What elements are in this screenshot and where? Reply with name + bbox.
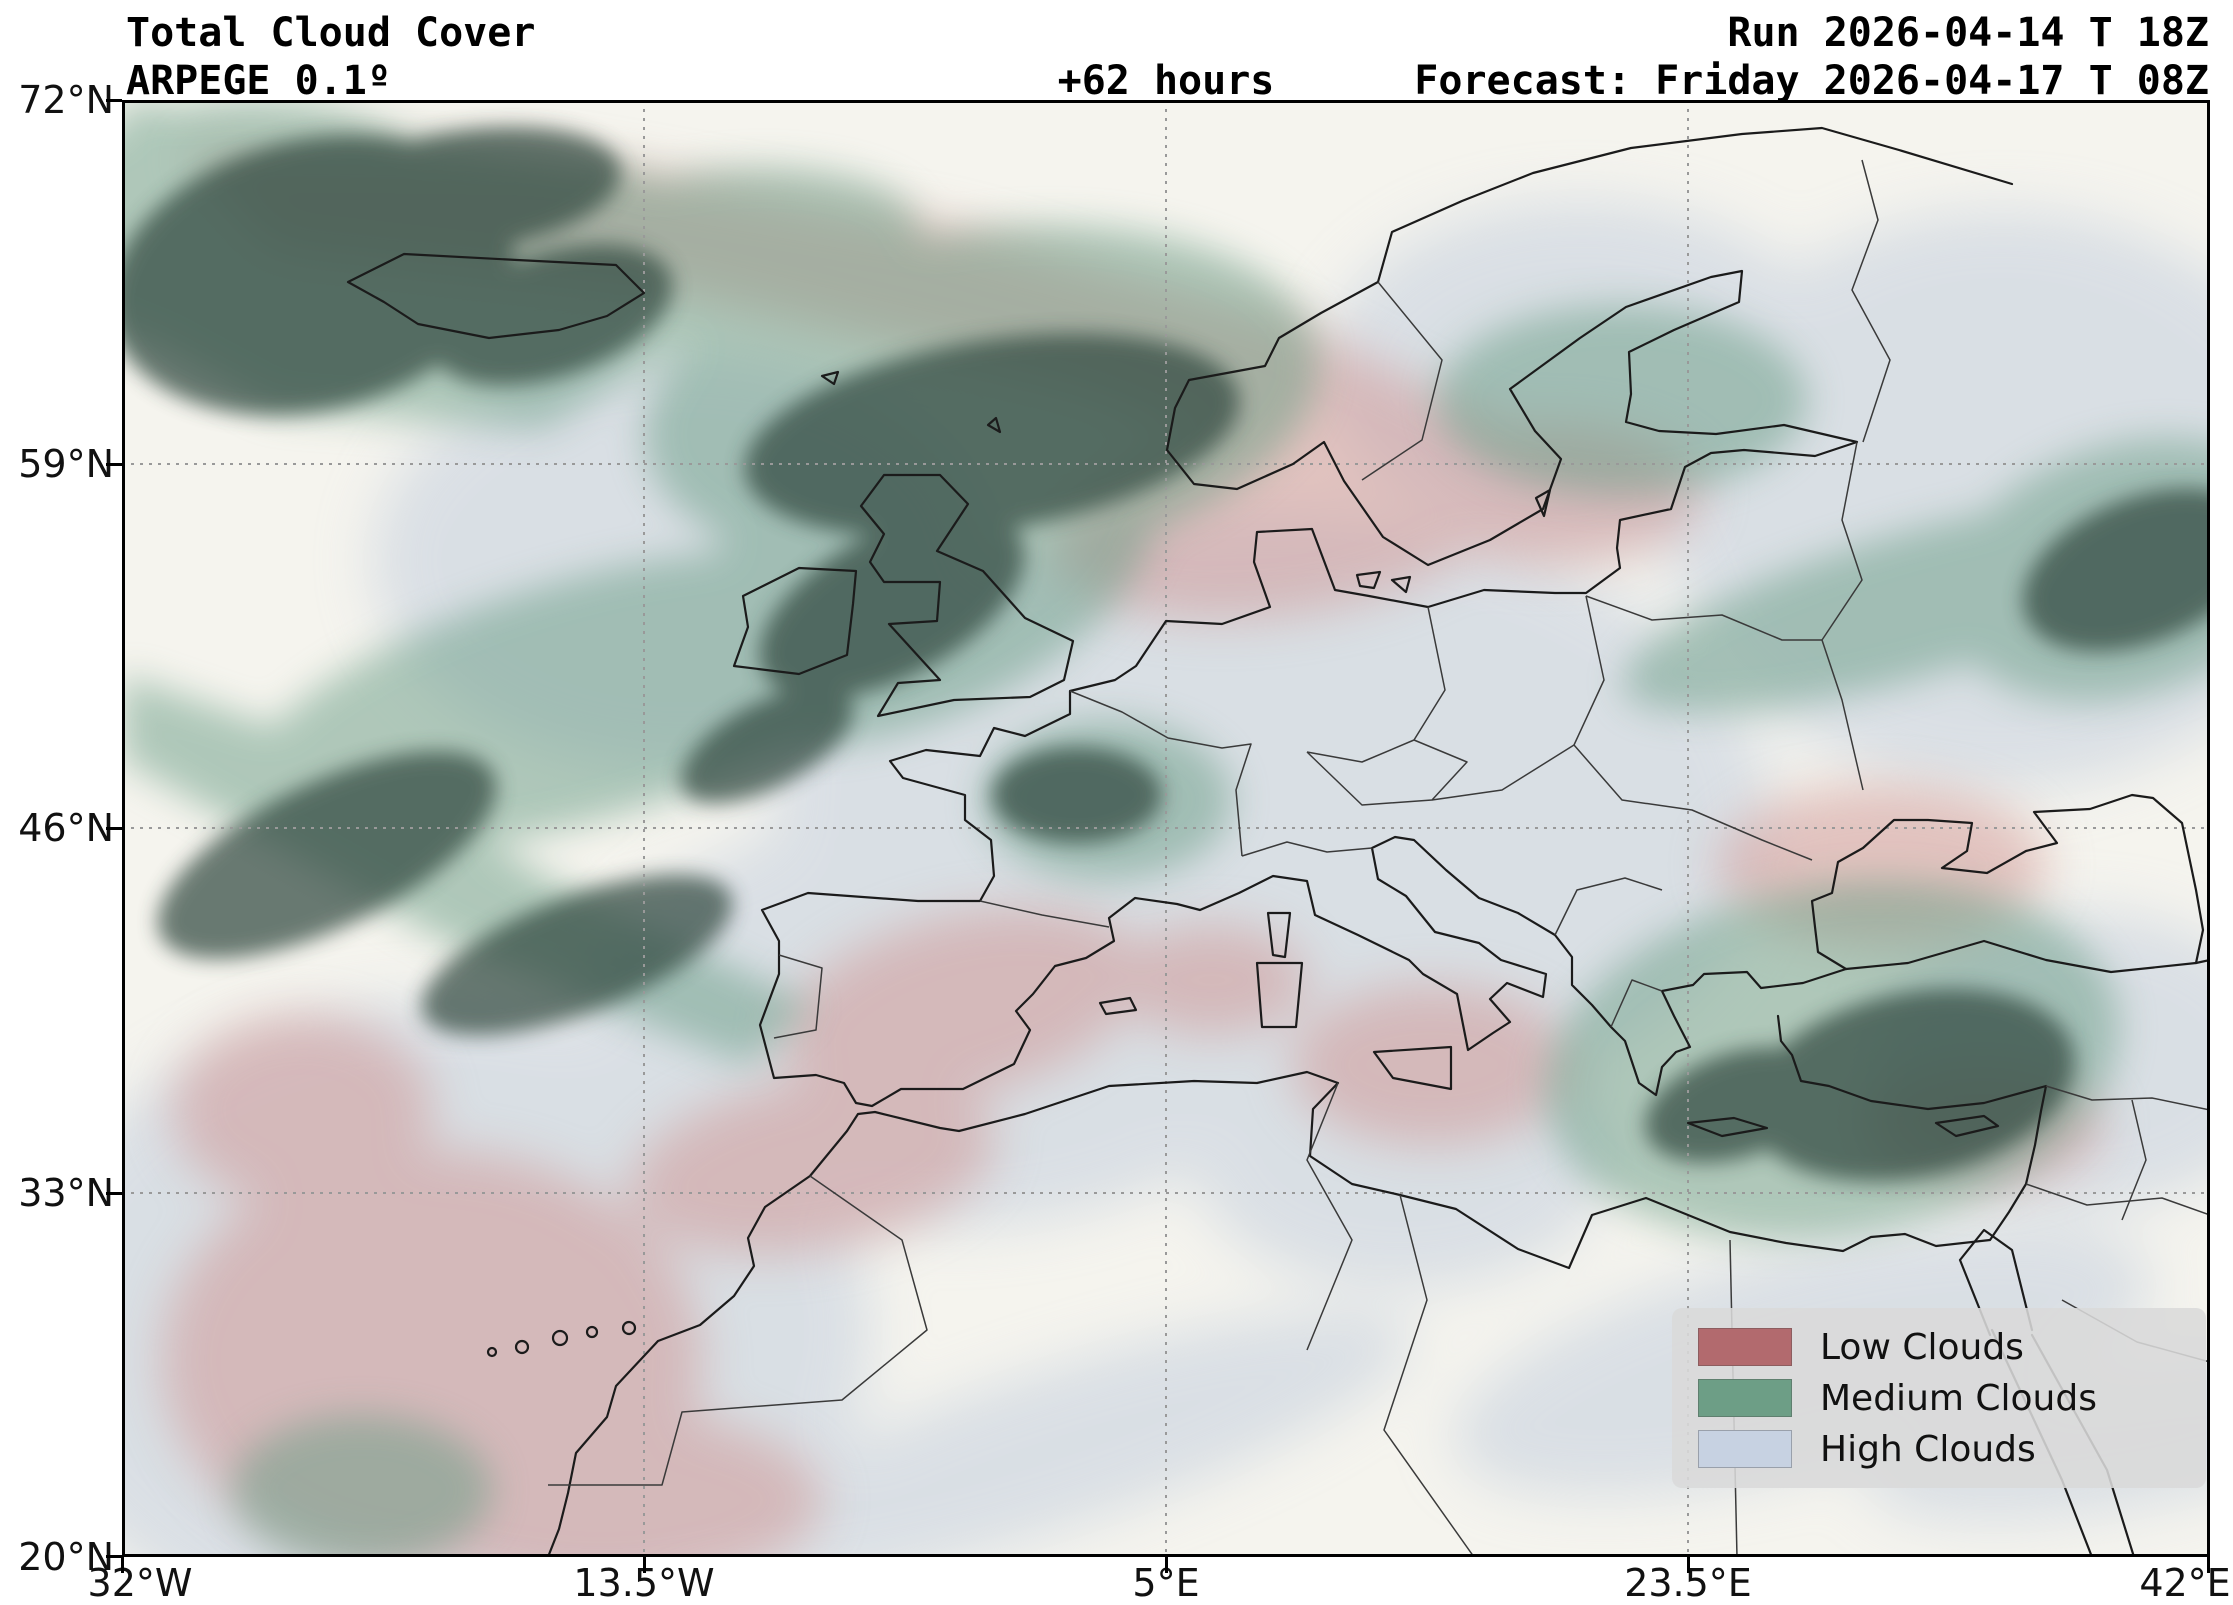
model-label: ARPEGE 0.1º — [126, 58, 391, 104]
country-borders — [548, 159, 2210, 1557]
islands-denmark — [1355, 570, 1412, 594]
axis-tick — [1687, 1557, 1690, 1573]
lead-time-label: +62 hours — [1057, 58, 1275, 104]
island-sicily — [1372, 1045, 1453, 1091]
axis-tick — [643, 1557, 646, 1573]
island-mallorca — [1098, 996, 1138, 1016]
island-shetland — [986, 416, 1002, 434]
island-ireland — [732, 566, 858, 676]
island-great-britain — [859, 473, 1075, 718]
islands-canary — [486, 1320, 637, 1358]
dense-medium-clouds-layer — [122, 127, 2210, 1182]
legend: Low Clouds Medium Clouds High Clouds — [1672, 1308, 2206, 1488]
lat-tick-label: 33°N — [18, 1171, 114, 1215]
island-sardinia — [1255, 961, 1304, 1029]
axis-tick — [106, 99, 122, 102]
island-cyprus — [1934, 1114, 2000, 1138]
lat-tick-label: 72°N — [18, 78, 114, 122]
island-crete — [1686, 1116, 1769, 1138]
page-title: Total Cloud Cover — [126, 10, 536, 56]
lat-tick-label: 59°N — [18, 442, 114, 486]
legend-row-low: Low Clouds — [1698, 1324, 2180, 1370]
high-clouds-swatch — [1698, 1430, 1792, 1468]
coastlines — [346, 126, 2210, 1557]
axis-tick — [106, 1555, 122, 1558]
axis-tick — [1165, 1557, 1168, 1573]
forecast-map — [122, 100, 2210, 1557]
plot-frame — [122, 100, 2210, 1557]
lon-tick-label: 42°E — [2139, 1561, 2231, 1605]
low-clouds-swatch — [1698, 1328, 1792, 1366]
coast-north-africa — [546, 1014, 2048, 1557]
axis-tick — [106, 463, 122, 466]
graticule — [122, 100, 2210, 1557]
run-label: Run 2026-04-14 T 18Z — [1727, 10, 2209, 56]
island-iceland — [346, 252, 646, 340]
coast-red-sea — [1958, 1228, 2136, 1557]
axis-tick — [121, 1557, 124, 1573]
high-clouds-label: High Clouds — [1820, 1428, 2036, 1470]
axis-tick — [106, 827, 122, 830]
lat-tick-label: 20°N — [18, 1535, 114, 1579]
medium-clouds-swatch — [1698, 1379, 1792, 1417]
island-gotland — [1534, 488, 1552, 518]
low-clouds-label: Low Clouds — [1820, 1326, 2024, 1368]
island-corsica — [1266, 911, 1292, 959]
legend-row-high: High Clouds — [1698, 1426, 2180, 1472]
legend-row-medium: Medium Clouds — [1698, 1375, 2180, 1421]
lon-tick-label: 32°W — [87, 1561, 193, 1605]
axis-tick — [106, 1192, 122, 1195]
lat-tick-label: 46°N — [18, 806, 114, 850]
coast-mainland-europe — [758, 126, 2210, 1108]
axis-tick — [2207, 1557, 2210, 1573]
coast-black-sea — [1810, 793, 2205, 971]
island-faroes — [820, 370, 840, 386]
medium-clouds-label: Medium Clouds — [1820, 1377, 2097, 1419]
forecast-label: Forecast: Friday 2026-04-17 T 08Z — [1414, 58, 2209, 104]
